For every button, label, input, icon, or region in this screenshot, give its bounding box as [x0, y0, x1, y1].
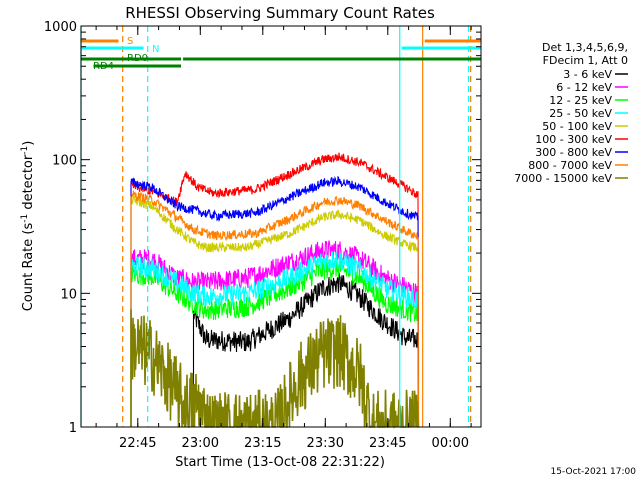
legend-entry-label: 800 - 7000 keV — [528, 159, 612, 172]
x-tick-label: 22:45 — [119, 436, 156, 451]
y-label-sup2: -1 — [20, 146, 30, 155]
legend-entry-label: 6 - 12 keV — [556, 81, 612, 94]
y-label-tail: detector — [21, 154, 36, 214]
series-line-50to100keV — [130, 195, 420, 428]
legend-entry-label: 300 - 800 keV — [535, 146, 612, 159]
x-tick-label: 23:00 — [182, 436, 219, 451]
y-axis-ticks: 1 10 100 1000 — [44, 20, 481, 436]
series-line-300to800keV — [130, 175, 420, 428]
chart-title: RHESSI Observing Summary Count Rates — [125, 4, 435, 22]
y-tick-label: 100 — [52, 154, 77, 169]
y-tick-label: 10 — [60, 287, 77, 302]
x-axis-ticks: 22:45 23:00 23:15 23:30 23:45 00:00 — [95, 26, 472, 451]
flag-bars: S N RD0 RD4 — [81, 36, 481, 72]
legend-entry-label: 25 - 50 keV — [549, 107, 612, 120]
y-label-sup: -1 — [20, 214, 30, 223]
series-line-3to6keV — [192, 272, 420, 427]
y-tick-label: 1000 — [44, 20, 77, 35]
x-axis-label: Start Time (13-Oct-08 22:31:22) — [175, 455, 385, 470]
x-tick-label: 23:30 — [307, 436, 344, 451]
y-label-main: Count Rate (s — [21, 223, 36, 312]
legend-entry-label: 3 - 6 keV — [563, 68, 612, 81]
night-flag-label: N — [152, 44, 159, 55]
y-axis-label: Count Rate (s-1 detector-1) — [20, 141, 36, 312]
legend-entry-label: 7000 - 15000 keV — [514, 172, 612, 185]
generation-timestamp: 15-Oct-2021 17:00 — [551, 467, 637, 477]
legend-header-line-1: Det 1,3,4,5,6,9, — [542, 41, 628, 54]
x-tick-label: 00:00 — [432, 436, 469, 451]
series-line-800to7000keV — [130, 190, 420, 428]
series-line-12to25keV — [130, 257, 420, 428]
series-traces — [130, 152, 420, 429]
x-tick-label: 23:15 — [244, 436, 281, 451]
legend: Det 1,3,4,5,6,9, FDecim 1, Att 0 3 - 6 k… — [514, 41, 628, 185]
legend-entry-label: 12 - 25 keV — [549, 94, 612, 107]
legend-entry-label: 50 - 100 keV — [542, 120, 612, 133]
rd4-flag-label: RD4 — [93, 61, 114, 72]
x-tick-label: 23:45 — [369, 436, 406, 451]
y-tick-label: 1 — [69, 421, 77, 436]
rd0-flag-label: RD0 — [127, 53, 148, 64]
series-line-100to300keV — [130, 152, 420, 428]
plot-frame — [80, 25, 482, 428]
legend-entry-label: 100 - 300 keV — [535, 133, 612, 146]
saa-flag-label: S — [127, 36, 133, 47]
series-line-25to50keV — [130, 251, 420, 428]
y-label-close: ) — [21, 141, 36, 146]
legend-header-line-2: FDecim 1, Att 0 — [543, 54, 628, 67]
